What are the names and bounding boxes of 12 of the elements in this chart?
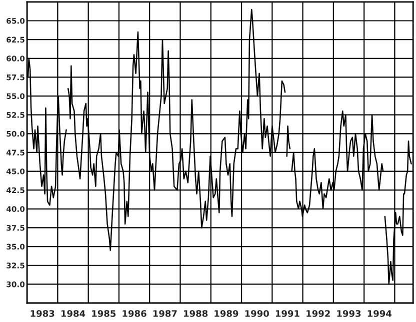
x-tick-label: 1991 — [276, 310, 300, 317]
x-tick-label: 1983 — [30, 310, 54, 317]
x-tick-label: 1986 — [122, 310, 146, 317]
x-tick-label: 1994 — [368, 310, 392, 317]
x-tick-label: 1989 — [214, 310, 238, 317]
x-tick-label: 1990 — [245, 310, 269, 317]
x-tick-label: 1988 — [184, 310, 208, 317]
x-tick-label: 1987 — [153, 310, 177, 317]
x-tick-label: 1992 — [306, 310, 330, 317]
x-tick-label: 1993 — [337, 310, 361, 317]
x-tick-label: 1984 — [61, 310, 86, 317]
x-tick-label: 1985 — [92, 310, 116, 317]
